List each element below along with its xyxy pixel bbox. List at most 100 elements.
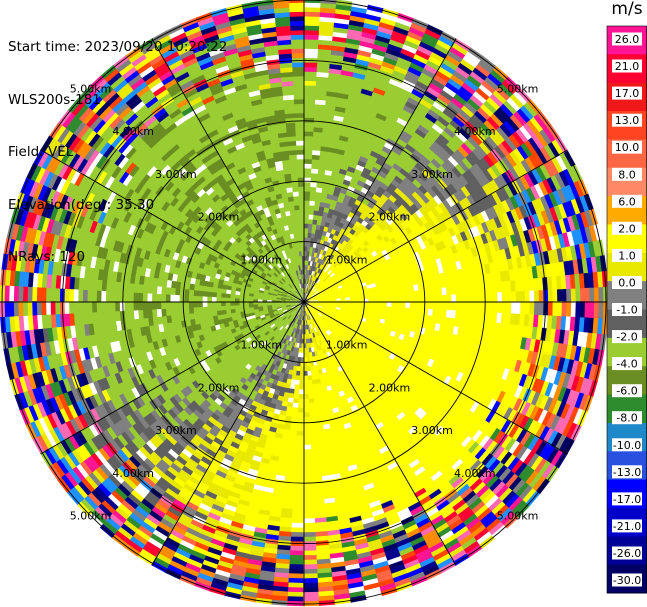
velocity-gate [326,247,332,253]
velocity-gate [102,160,115,175]
velocity-gate [147,293,153,303]
velocity-gate [485,115,500,130]
velocity-gate [356,159,367,168]
velocity-gate [321,270,326,276]
velocity-gate [304,278,307,284]
velocity-gate [289,168,298,174]
velocity-gate [292,195,299,202]
velocity-gate [390,69,406,80]
velocity-gate [404,267,412,275]
velocity-gate [312,266,316,272]
velocity-gate [436,150,448,163]
velocity-gate [305,292,308,298]
velocity-gate [304,287,306,293]
velocity-gate [412,277,419,285]
velocity-gate [531,198,541,214]
velocity-gate [144,232,153,243]
velocity-gate [368,95,383,105]
velocity-gate [226,125,239,134]
velocity-gate [176,212,185,222]
velocity-gate [431,100,446,113]
velocity-gate [315,272,319,278]
velocity-gate [397,275,404,283]
velocity-gate [282,164,291,171]
velocity-gate [259,274,266,280]
velocity-gate [345,141,356,149]
velocity-gate [499,269,506,282]
velocity-gate [307,218,313,225]
velocity-gate [480,232,489,245]
velocity-gate [185,92,200,103]
velocity-gate [148,234,157,245]
velocity-gate [463,228,473,240]
velocity-gate [569,243,578,261]
velocity-gate [277,268,283,274]
velocity-gate [329,175,338,182]
velocity-gate [488,228,498,242]
velocity-gate [185,199,195,210]
velocity-gate [213,186,224,195]
velocity-gate [200,137,213,148]
velocity-gate [383,141,395,151]
velocity-gate [419,295,425,303]
velocity-gate [408,231,417,241]
velocity-gate [347,274,354,280]
velocity-gate [94,102,110,118]
velocity-gate [350,76,365,85]
velocity-gate [114,219,124,232]
velocity-gate [278,207,286,214]
velocity-gate [279,266,284,273]
velocity-gate [313,266,318,272]
velocity-gate [292,275,296,281]
velocity-gate [77,174,89,190]
velocity-gate [326,252,332,259]
velocity-gate [241,10,260,19]
velocity-gate [300,246,305,252]
velocity-gate [143,73,160,87]
velocity-gate [109,150,122,165]
velocity-gate [315,182,324,189]
velocity-gate [211,90,226,101]
velocity-gate [320,291,326,295]
velocity-gate [147,203,158,215]
velocity-gate [295,145,305,151]
velocity-gate [352,67,367,76]
velocity-gate [124,93,140,108]
velocity-gate [235,44,251,53]
velocity-gate [472,274,479,285]
velocity-gate [283,249,289,255]
velocity-gate [421,32,439,44]
velocity-gate [516,160,528,176]
velocity-gate [370,166,381,175]
velocity-gate [165,55,182,67]
velocity-gate [347,132,359,141]
velocity-gate [437,164,449,176]
velocity-gate [514,231,523,246]
velocity-gate [317,34,333,41]
velocity-gate [110,166,122,180]
velocity-gate [83,130,97,146]
velocity-gate [511,89,528,106]
velocity-gate [70,100,86,118]
velocity-gate [434,272,441,282]
velocity-gate [230,108,244,118]
velocity-gate [421,116,435,128]
velocity-gate [147,251,156,262]
velocity-gate [67,198,77,214]
velocity-gate [135,61,152,76]
velocity-gate [297,289,301,294]
velocity-gate [252,141,263,149]
velocity-gate [268,81,282,89]
velocity-gate [290,271,295,277]
velocity-gate [84,113,100,129]
velocity-gate [194,82,209,93]
velocity-gate [135,141,149,155]
velocity-gate [303,214,309,220]
velocity-gate [392,276,399,284]
velocity-gate [357,130,369,139]
velocity-gate [408,135,421,146]
velocity-gate [471,90,487,104]
velocity-gate [328,203,336,211]
velocity-gate [22,286,29,303]
velocity-gate [376,108,389,118]
